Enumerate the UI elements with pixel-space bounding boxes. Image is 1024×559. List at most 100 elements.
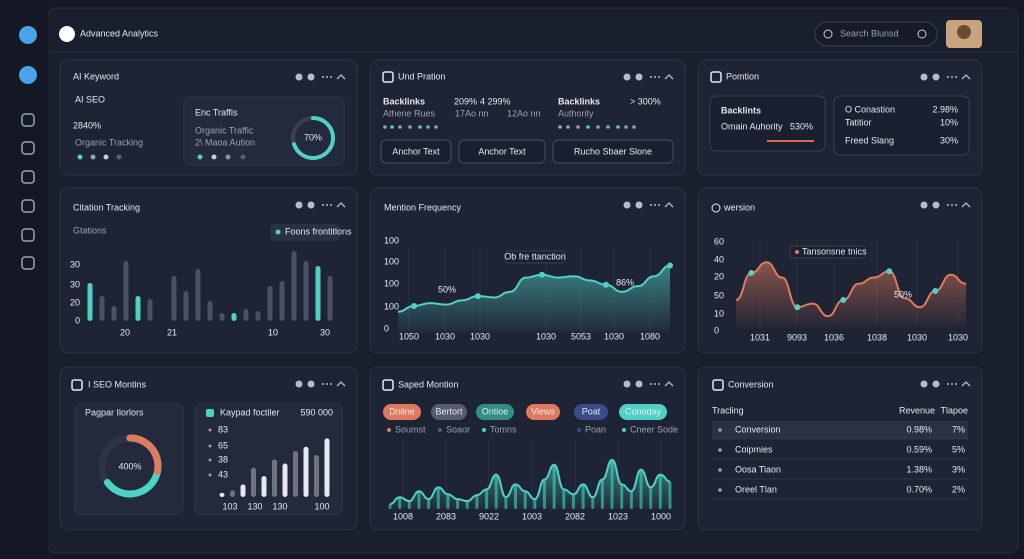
collapse-icon[interactable] bbox=[961, 381, 971, 387]
nav-icon[interactable] bbox=[21, 113, 35, 127]
panel-title: Und Pration bbox=[398, 71, 446, 81]
x-tick-label: 21 bbox=[167, 327, 177, 337]
bar bbox=[219, 492, 225, 497]
legend-label: Poan bbox=[585, 424, 606, 434]
table-row bbox=[712, 481, 968, 499]
filter-pill[interactable] bbox=[619, 404, 667, 420]
filter-pill[interactable] bbox=[431, 404, 467, 420]
menu-dot bbox=[654, 76, 656, 78]
y-tick-label: 30 bbox=[70, 279, 80, 289]
collapse-icon[interactable] bbox=[664, 202, 674, 208]
bar bbox=[111, 306, 117, 321]
collapse-icon[interactable] bbox=[961, 202, 971, 208]
panel-icon bbox=[920, 201, 928, 209]
nav-icon[interactable] bbox=[21, 256, 35, 270]
collapse-icon[interactable] bbox=[961, 74, 971, 80]
cell: 0.70% bbox=[906, 484, 932, 494]
pill-label[interactable]: Dniine bbox=[389, 406, 415, 416]
dot bbox=[566, 125, 570, 129]
cell: Coipmies bbox=[735, 444, 773, 454]
nav-icon[interactable] bbox=[21, 199, 35, 213]
bar bbox=[87, 283, 93, 321]
title-icon bbox=[711, 203, 721, 213]
pill-label[interactable]: Bertort bbox=[435, 406, 463, 416]
y-tick-label: 38 bbox=[218, 454, 228, 464]
collapse-icon[interactable] bbox=[336, 381, 346, 387]
menu-dot bbox=[947, 76, 949, 78]
button-label[interactable]: Rucho Sbaer Slone bbox=[574, 146, 652, 156]
cell: 3% bbox=[952, 464, 965, 474]
dot bbox=[576, 125, 580, 129]
bar bbox=[279, 281, 285, 321]
menu-dot bbox=[650, 383, 652, 385]
x-tick-label: 1030 bbox=[907, 332, 927, 342]
label: 10% bbox=[940, 117, 958, 127]
button[interactable] bbox=[552, 139, 674, 164]
dot bbox=[225, 154, 231, 160]
dot bbox=[558, 125, 562, 129]
button-label[interactable]: Anchor Text bbox=[478, 146, 526, 156]
filter-pill[interactable] bbox=[383, 404, 421, 420]
bar bbox=[315, 266, 321, 321]
panel-icon bbox=[307, 380, 315, 388]
collapse-icon[interactable] bbox=[664, 381, 674, 387]
nav-icon[interactable] bbox=[21, 141, 35, 155]
dot bbox=[90, 154, 96, 160]
dot bbox=[596, 125, 600, 129]
button[interactable] bbox=[458, 139, 546, 164]
point bbox=[475, 293, 481, 300]
point bbox=[539, 271, 545, 278]
bar bbox=[243, 309, 249, 321]
label: 530% bbox=[790, 121, 813, 131]
chip[interactable] bbox=[270, 224, 340, 241]
collapse-icon[interactable] bbox=[664, 74, 674, 80]
label: Backlinks bbox=[383, 96, 425, 106]
collapse-icon[interactable] bbox=[336, 202, 346, 208]
y-tick-label: 100 bbox=[384, 235, 399, 245]
bar bbox=[147, 299, 153, 321]
button-label[interactable]: Anchor Text bbox=[392, 146, 440, 156]
column-header: Revenue bbox=[899, 405, 935, 415]
menu-dot bbox=[955, 76, 957, 78]
label: 17Ao nn bbox=[455, 108, 489, 118]
dot bbox=[390, 125, 394, 129]
filter-pill[interactable] bbox=[574, 404, 608, 420]
filter-pill[interactable] bbox=[476, 404, 514, 420]
pill-label[interactable]: Poat bbox=[582, 406, 601, 416]
x-tick-label: 20 bbox=[120, 327, 130, 337]
legend-label: Soaor bbox=[446, 424, 470, 434]
bar bbox=[303, 446, 309, 497]
nav-icon[interactable] bbox=[21, 170, 35, 184]
pill-label[interactable]: Ontioe bbox=[482, 406, 509, 416]
pill-label[interactable]: Conoday bbox=[625, 406, 662, 416]
bar bbox=[99, 296, 105, 321]
nav-icon[interactable] bbox=[21, 228, 35, 242]
panel-icon bbox=[295, 380, 303, 388]
menu-dot bbox=[955, 204, 957, 206]
pill-label[interactable]: Views bbox=[531, 406, 555, 416]
bar bbox=[219, 313, 225, 321]
search-placeholder: Search Blunsd bbox=[840, 28, 899, 38]
point bbox=[748, 270, 755, 276]
filter-pill[interactable] bbox=[526, 404, 560, 420]
dot bbox=[398, 125, 402, 129]
panel-title: Citation Tracking bbox=[73, 202, 140, 212]
panel-icon bbox=[920, 73, 928, 81]
bar bbox=[207, 301, 213, 321]
menu-dot bbox=[322, 204, 324, 206]
x-tick-label: 9022 bbox=[479, 511, 499, 521]
row-dot bbox=[718, 448, 722, 452]
button[interactable] bbox=[380, 139, 452, 164]
menu-dot bbox=[951, 383, 953, 385]
settings-icon[interactable] bbox=[917, 29, 927, 39]
bar bbox=[261, 476, 267, 497]
cell: Oreel Tlan bbox=[735, 484, 777, 494]
search-box[interactable] bbox=[814, 21, 938, 47]
x-tick-label: 9093 bbox=[787, 332, 807, 342]
list-dot bbox=[208, 458, 212, 462]
row-dot bbox=[718, 428, 722, 432]
collapse-icon[interactable] bbox=[336, 74, 346, 80]
label: 12Ao nn bbox=[507, 108, 541, 118]
x-tick-label: 2083 bbox=[436, 511, 456, 521]
x-tick-label: 100 bbox=[314, 501, 329, 511]
